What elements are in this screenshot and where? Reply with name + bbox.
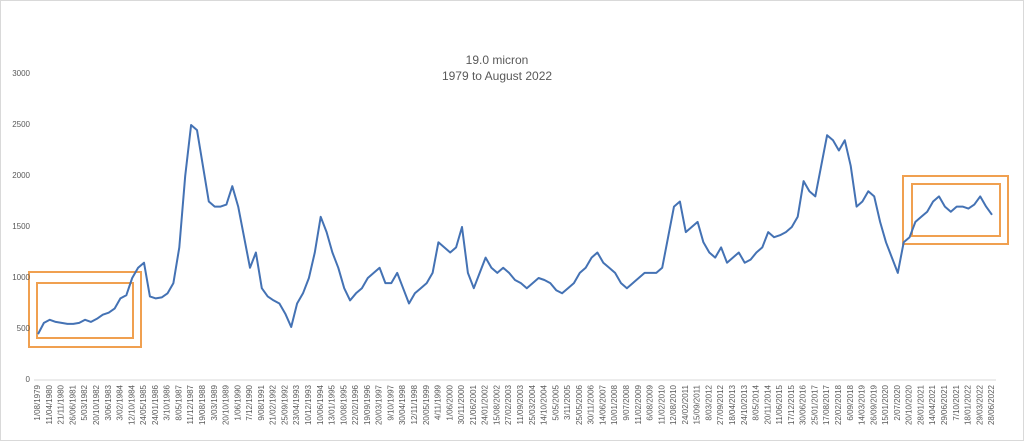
x-tick-label: 11/04/1980 — [45, 384, 54, 424]
x-tick-label: 20/10/2020 — [905, 384, 914, 425]
x-tick-label: 12/10/1984 — [127, 384, 136, 425]
x-tick-label: 14/04/2021 — [928, 384, 937, 425]
y-tick-label: 1500 — [12, 222, 30, 231]
x-tick-label: 5/05/2005 — [551, 384, 560, 420]
x-tick-label: 11/12/1987 — [186, 384, 195, 424]
x-tick-label: 8/05/2014 — [752, 384, 761, 420]
x-tick-label: 11/02/2010 — [657, 384, 666, 424]
x-tick-label: 24/01/2002 — [481, 384, 490, 425]
x-tick-label: 25/01/2017 — [810, 384, 819, 425]
x-tick-label: 15/09/2011 — [693, 384, 702, 424]
x-tick-label: 25/09/1992 — [280, 384, 289, 425]
x-tick-label: 8/05/1987 — [174, 384, 183, 420]
x-tick-label: 18/01/2022 — [964, 384, 973, 425]
x-tick-label: 25/03/2004 — [528, 384, 537, 425]
x-tick-label: 19/09/1996 — [363, 384, 372, 425]
x-tick-label: 17/12/2015 — [787, 384, 796, 425]
x-tick-label: 10/08/1995 — [339, 384, 348, 425]
x-tick-label: 4/11/1999 — [434, 384, 443, 420]
x-tick-label: 10/12/1993 — [304, 384, 313, 425]
x-tick-label: 3/10/1986 — [163, 384, 172, 420]
x-tick-label: 9/07/2008 — [622, 384, 631, 420]
x-tick-label: 26/09/2019 — [869, 384, 878, 425]
y-tick-label: 2000 — [12, 171, 30, 180]
x-tick-label: 23/04/1993 — [292, 384, 301, 425]
x-tick-label: 15/08/2002 — [492, 384, 501, 425]
chart-title: 19.0 micron — [466, 53, 529, 67]
y-tick-label: 0 — [26, 375, 31, 384]
x-tick-label: 18/04/2013 — [728, 384, 737, 425]
x-tick-label: 7/10/2021 — [952, 384, 961, 420]
x-tick-label: 28/06/2022 — [987, 384, 996, 425]
x-tick-label: 30/11/2000 — [457, 384, 466, 424]
highlight-boxes — [28, 175, 1009, 348]
x-tick-label: 20/03/1997 — [375, 384, 384, 425]
x-tick-label: 24/10/2013 — [740, 384, 749, 425]
x-tick-label: 15/01/2020 — [881, 384, 890, 425]
x-tick-label: 6/08/2009 — [646, 384, 655, 420]
x-tick-label: 28/01/2021 — [916, 384, 925, 425]
x-tick-label: 12/11/1998 — [410, 384, 419, 424]
data-line — [37, 124, 993, 335]
x-tick-label: 11/09/2003 — [516, 384, 525, 424]
x-tick-label: 30/06/2016 — [799, 384, 808, 425]
x-tick-label: 22/02/2018 — [834, 384, 843, 425]
x-tick-label: 29/03/2022 — [975, 384, 984, 425]
x-tick-label: 30/04/1998 — [398, 384, 407, 425]
x-tick-label: 1/06/2000 — [445, 384, 454, 420]
chart-subtitle: 1979 to August 2022 — [442, 69, 552, 83]
x-tick-label: 30/11/2006 — [587, 384, 596, 424]
x-tick-label: 1/08/1979 — [33, 384, 42, 420]
x-tick-label: 14/10/2004 — [540, 384, 549, 425]
x-tick-label: 25/05/2006 — [575, 384, 584, 425]
y-tick-label: 2500 — [12, 120, 30, 129]
x-tick-label: 10/06/1994 — [316, 384, 325, 425]
x-tick-label: 11/06/2015 — [775, 384, 784, 424]
x-tick-label: 9/08/1991 — [257, 384, 266, 420]
x-tick-label: 24/05/1985 — [139, 384, 148, 425]
x-tick-label: 17/08/2017 — [822, 384, 831, 425]
x-tick-label: 3/02/1984 — [116, 384, 125, 420]
x-tick-label: 29/06/2021 — [940, 384, 949, 425]
x-tick-label: 5/03/1982 — [80, 384, 89, 420]
highlight-box — [28, 271, 142, 348]
x-tick-label: 22/02/1996 — [351, 384, 360, 425]
x-tick-label: 2/07/2020 — [893, 384, 902, 420]
x-tick-label: 20/10/1989 — [222, 384, 231, 425]
x-tick-label: 20/05/1999 — [422, 384, 431, 425]
x-tick-label: 20/11/2014 — [763, 384, 772, 424]
x-tick-label: 21/06/2001 — [469, 384, 478, 425]
x-tick-label: 6/09/2018 — [846, 384, 855, 420]
y-tick-label: 500 — [17, 324, 31, 333]
highlight-box — [36, 282, 134, 339]
x-tick-label: 1/06/1990 — [233, 384, 242, 420]
x-tick-label: 12/08/2010 — [669, 384, 678, 425]
x-tick-label: 27/02/2003 — [504, 384, 513, 425]
x-tick-label: 20/10/1982 — [92, 384, 101, 425]
x-tick-label: 19/08/1988 — [198, 384, 207, 425]
x-tick-label: 27/09/2012 — [716, 384, 725, 425]
x-tick-label: 24/02/2011 — [681, 384, 690, 424]
x-tick-label: 3/11/2005 — [563, 384, 572, 420]
x-tick-label: 26/06/1981 — [68, 384, 77, 425]
highlight-box — [902, 175, 1009, 245]
x-tick-label: 9/10/1997 — [386, 384, 395, 420]
x-tick-label: 8/03/2012 — [704, 384, 713, 420]
x-tick-label: 14/03/2019 — [858, 384, 867, 425]
y-tick-label: 1000 — [12, 273, 30, 282]
x-tick-label: 21/11/1980 — [57, 384, 66, 424]
highlight-box — [911, 183, 1001, 237]
y-tick-label: 3000 — [12, 69, 30, 78]
x-tick-label: 14/06/2007 — [598, 384, 607, 425]
x-tick-label: 11/02/2009 — [634, 384, 643, 424]
x-tick-label: 3/03/1989 — [210, 384, 219, 420]
x-tick-label: 13/01/1995 — [328, 384, 337, 425]
x-tick-label: 7/12/1990 — [245, 384, 254, 420]
x-tick-label: 3/06/1983 — [104, 384, 113, 420]
x-tick-label: 21/02/1992 — [269, 384, 278, 425]
x-tick-label: 24/01/1986 — [151, 384, 160, 425]
x-tick-label: 10/01/2008 — [610, 384, 619, 425]
